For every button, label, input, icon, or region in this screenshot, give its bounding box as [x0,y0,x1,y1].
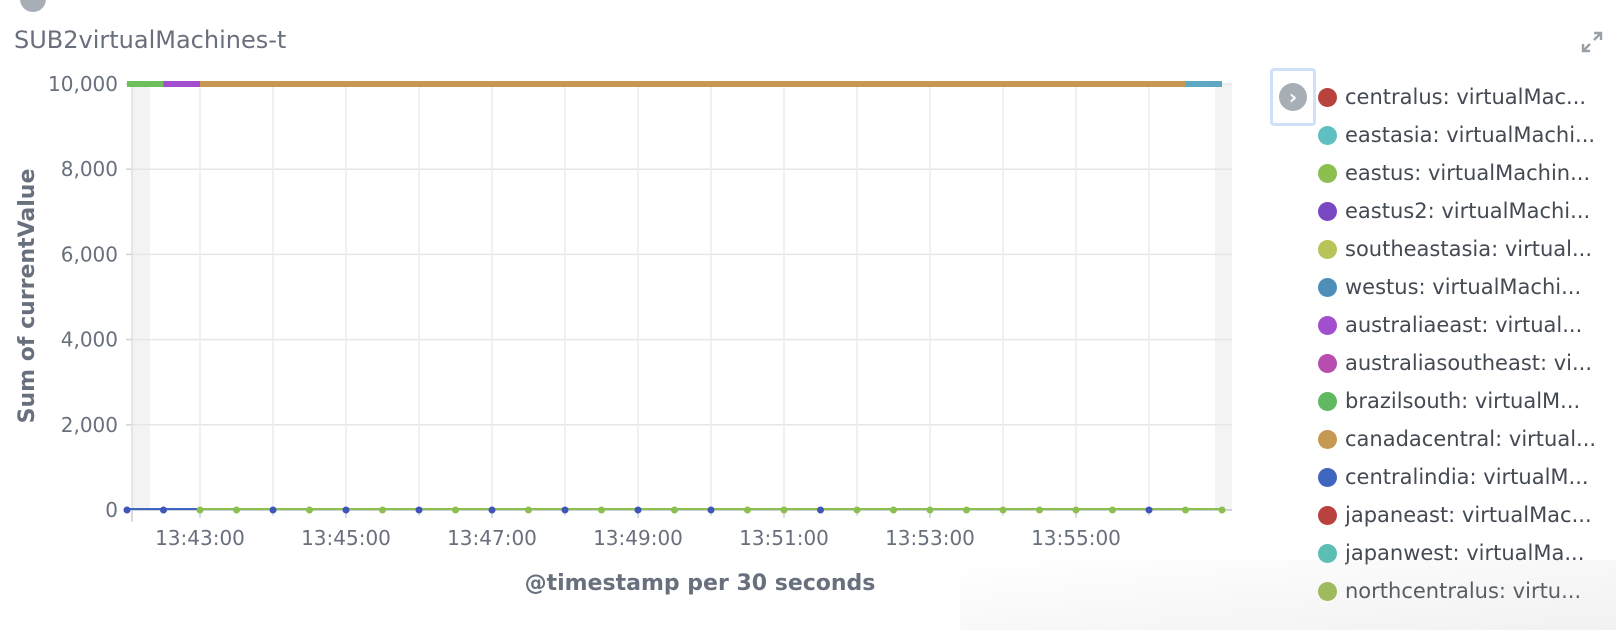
legend-swatch [1318,239,1337,259]
x-tick-label: 13:45:00 [301,526,391,550]
x-tick-label: 13:49:00 [593,526,683,550]
legend-label: eastus2: virtualMachi... [1345,199,1591,223]
data-point[interactable] [452,506,459,514]
data-point[interactable] [1109,506,1116,514]
data-point[interactable] [671,506,678,514]
legend-item[interactable]: southeastasia: virtual... [1318,230,1616,268]
legend-item[interactable]: eastasia: virtualMachi... [1318,116,1616,154]
legend-swatch [1318,277,1337,297]
legend-swatch [1318,543,1337,563]
plot-padding-left [132,84,150,510]
legend-item[interactable]: japaneast: virtualMac... [1318,496,1616,534]
data-point[interactable] [123,506,131,514]
legend-swatch [1318,125,1337,145]
data-point[interactable] [598,506,605,514]
data-point[interactable] [1218,506,1226,514]
data-point[interactable] [269,506,277,514]
legend-label: southeastasia: virtual... [1345,237,1593,261]
legend-item[interactable]: eastus2: virtualMachi... [1318,192,1616,230]
panel-status-dot [20,0,46,12]
legend-item[interactable]: eastus: virtualMachin... [1318,154,1616,192]
y-tick-label: 0 [105,498,118,522]
legend-swatch [1318,315,1337,335]
panel-corner-shade [960,560,1616,630]
data-point[interactable] [744,506,751,514]
x-axis-title: @timestamp per 30 seconds [525,571,876,596]
data-point[interactable] [488,506,496,514]
data-point[interactable] [525,506,532,514]
legend-item[interactable]: centralindia: virtualM... [1318,458,1616,496]
data-point[interactable] [1145,506,1153,514]
legend-label: canadacentral: virtual... [1345,427,1597,451]
y-axis-title: Sum of currentValue [15,169,40,424]
legend-label: australiasoutheast: vi... [1345,351,1593,375]
legend-swatch [1318,87,1337,107]
legend-item[interactable]: brazilsouth: virtualM... [1318,382,1616,420]
data-point[interactable] [196,506,204,514]
legend-toggle-button[interactable]: › [1270,68,1316,126]
legend-label: eastasia: virtualMachi... [1345,123,1596,147]
x-tick-label: 13:53:00 [885,526,975,550]
x-tick-label: 13:55:00 [1031,526,1121,550]
expand-icon[interactable] [1580,30,1604,54]
legend-swatch [1318,467,1337,487]
legend-label: eastus: virtualMachin... [1345,161,1591,185]
data-point[interactable] [780,506,788,514]
chevron-right-icon: › [1279,83,1307,111]
legend-item[interactable]: japanwest: virtualMa... [1318,534,1616,572]
legend-item[interactable]: northcentralus: virtu... [1318,572,1616,610]
y-tick-label: 4,000 [61,328,118,352]
data-point[interactable] [963,506,970,514]
legend-swatch [1318,201,1337,221]
data-point[interactable] [707,506,715,514]
data-point[interactable] [160,506,167,514]
legend-label: centralus: virtualMac... [1345,85,1587,109]
x-tick-label: 13:43:00 [155,526,245,550]
data-point[interactable] [999,506,1007,514]
legend-item[interactable]: australiaeast: virtual... [1318,306,1616,344]
data-point[interactable] [306,506,313,514]
data-point[interactable] [233,506,240,514]
legend-swatch [1318,353,1337,373]
legend-swatch [1318,163,1337,183]
legend-label: westus: virtualMachi... [1345,275,1582,299]
data-point[interactable] [1036,506,1043,514]
legend-swatch [1318,505,1337,525]
x-tick-label: 13:51:00 [739,526,829,550]
data-point[interactable] [342,506,350,514]
data-point[interactable] [1072,506,1080,514]
data-point[interactable] [1182,506,1189,514]
data-point[interactable] [415,506,423,514]
legend-item[interactable]: centralus: virtualMac... [1318,78,1616,116]
y-tick-label: 6,000 [61,242,118,266]
data-point[interactable] [817,506,824,514]
y-tick-label: 8,000 [61,157,118,181]
legend-label: australiaeast: virtual... [1345,313,1583,337]
data-point[interactable] [853,506,861,514]
plot-padding-right [1215,84,1232,510]
legend-label: japaneast: virtualMac... [1345,503,1592,527]
legend-label: centralindia: virtualM... [1345,465,1589,489]
legend-swatch [1318,391,1337,411]
data-point[interactable] [634,506,642,514]
panel-title: SUB2virtualMachines-t [14,26,287,54]
data-point[interactable] [561,506,569,514]
legend: centralus: virtualMac... eastasia: virtua… [1318,78,1616,610]
x-tick-label: 13:47:00 [447,526,537,550]
legend-item[interactable]: westus: virtualMachi... [1318,268,1616,306]
y-tick-label: 10,000 [48,72,118,96]
legend-swatch [1318,581,1337,601]
legend-label: brazilsouth: virtualM... [1345,389,1581,413]
legend-swatch [1318,429,1337,449]
legend-item[interactable]: canadacentral: virtual... [1318,420,1616,458]
data-point[interactable] [890,506,897,514]
data-point[interactable] [379,506,386,514]
data-point[interactable] [926,506,934,514]
y-tick-label: 2,000 [61,413,118,437]
legend-item[interactable]: australiasoutheast: vi... [1318,344,1616,382]
